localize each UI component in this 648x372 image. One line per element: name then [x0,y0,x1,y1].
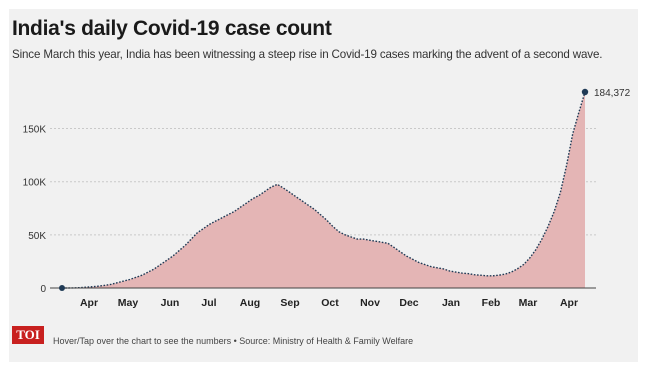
y-tick-label: 100K [23,178,47,189]
start-point[interactable] [59,285,65,291]
x-tick-label: Sep [280,297,299,309]
x-tick-label: May [118,297,139,309]
x-tick-label: Apr [560,297,578,309]
y-tick-label: 50K [28,231,46,242]
x-tick-label: Aug [240,297,260,309]
x-tick-label: Jul [201,297,216,309]
y-tick-label: 150K [23,125,47,136]
y-tick-label: 0 [40,284,46,295]
x-tick-label: Mar [519,297,538,309]
x-tick-label: Feb [482,297,501,309]
x-tick-label: Apr [80,297,98,309]
chart-title: India's daily Covid-19 case count [12,17,332,40]
chart-card [9,9,638,362]
area-series [62,92,585,288]
peak-value-label: 184,372 [594,88,631,99]
x-tick-label: Dec [399,297,418,309]
peak-point[interactable] [581,88,589,96]
x-tick-label: Oct [321,297,339,309]
series-line [62,91,586,289]
x-tick-label: Nov [360,297,380,309]
x-tick-label: Jun [161,297,180,309]
footer-note: Hover/Tap over the chart to see the numb… [53,336,414,346]
x-tick-label: Jan [442,297,460,309]
toi-logo: TOI [12,326,44,344]
chart-subtitle: Since March this year, India has been wi… [12,48,603,61]
